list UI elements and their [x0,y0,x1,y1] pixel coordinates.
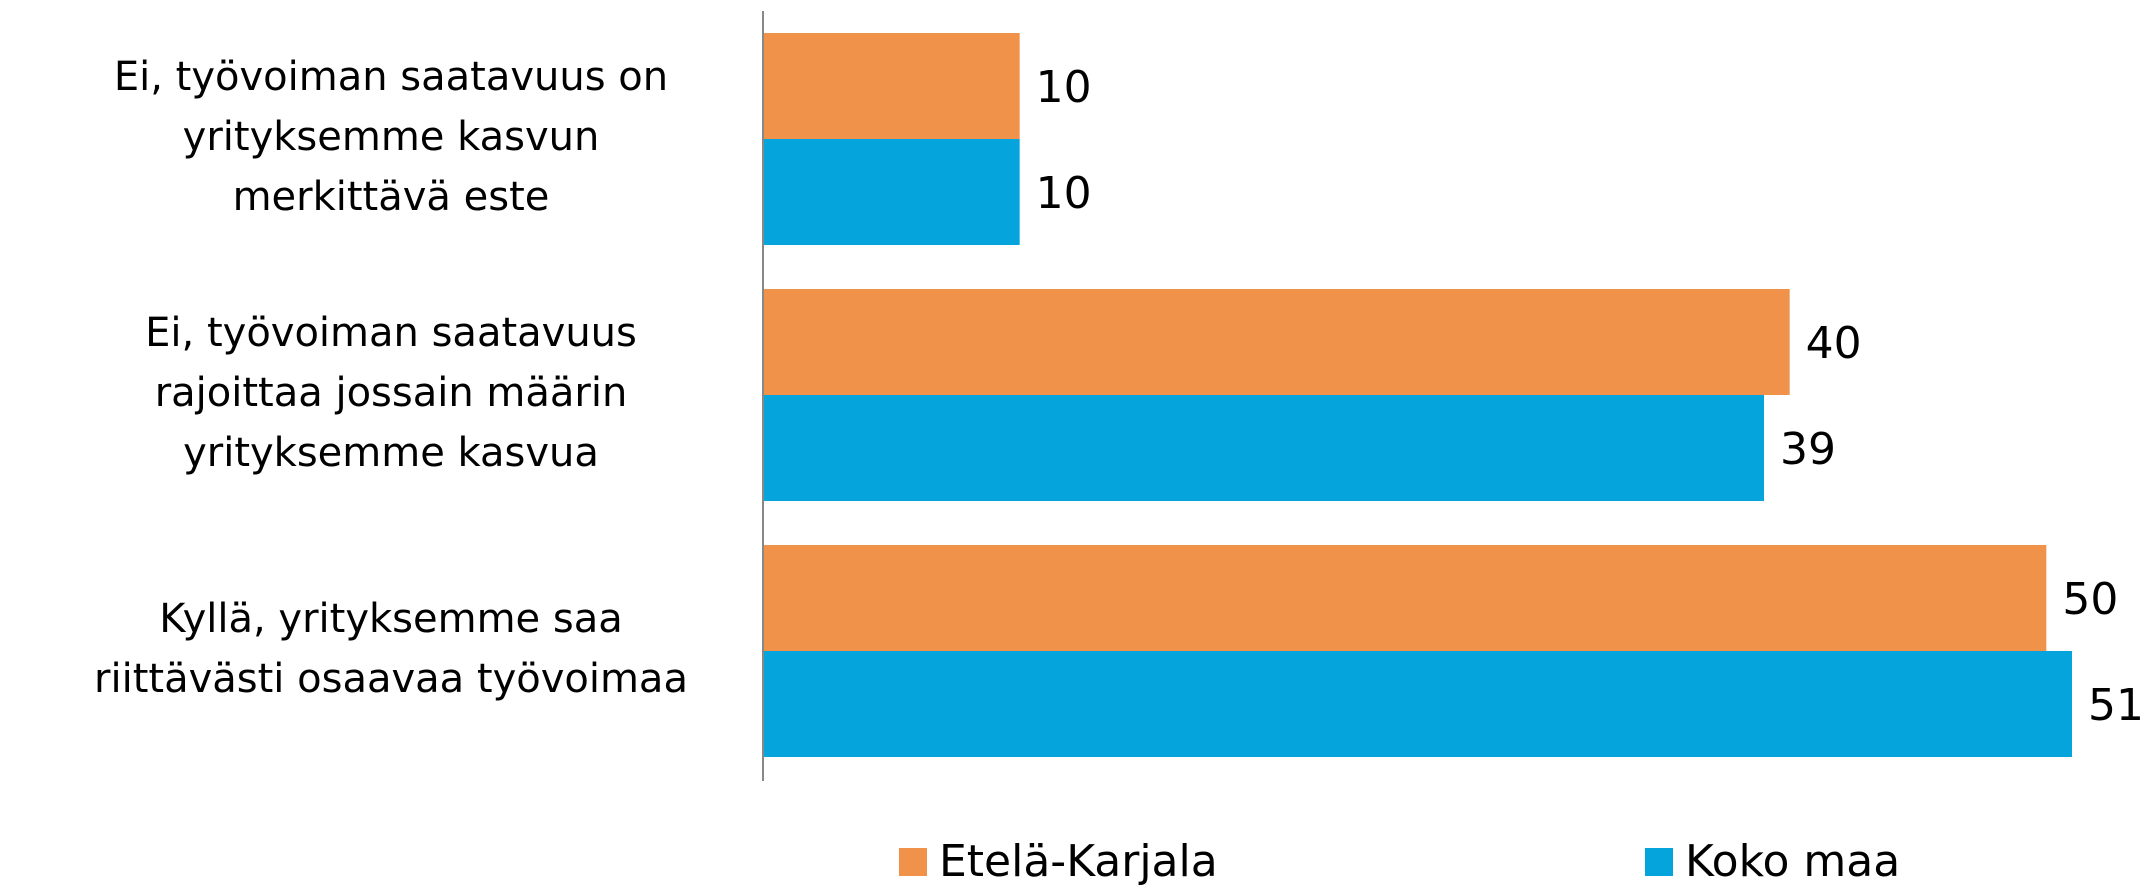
category-label-line: Ei, työvoiman saatavuus on [114,54,668,100]
value-label: 40 [1806,318,1862,369]
legend-label: Koko maa [1685,836,1900,887]
value-label: 10 [1036,62,1092,113]
value-label: 39 [1780,424,1836,475]
category-label-line: Ei, työvoiman saatavuus [145,310,637,356]
category-label-line: Kyllä, yrityksemme saa [159,596,622,642]
bar [763,395,1764,501]
category-label-line: riittävästi osaavaa työvoimaa [94,656,688,702]
category-label-line: yrityksemme kasvun [183,114,600,160]
bar [763,289,1790,395]
value-label: 10 [1036,168,1092,219]
category-label: Kyllä, yrityksemme saa riittävästi osaava… [94,596,688,702]
bar [763,33,1020,139]
bar [763,651,2072,757]
value-label: 51 [2088,680,2144,731]
category-label-line: rajoittaa jossain määrin [155,370,628,416]
category-label-line: merkittävä este [233,174,550,220]
category-label: Ei, työvoiman saatavuus rajoittaa jossain… [145,310,637,476]
category-label: Ei, työvoiman saatavuus on yrityksemme ka… [114,54,668,220]
bar [763,139,1020,245]
legend-label: Etelä-Karjala [939,836,1218,887]
category-label-line: yrityksemme kasvua [183,430,599,476]
bar [763,545,2047,651]
legend-swatch [899,848,927,876]
legend-swatch [1645,848,1673,876]
value-label: 50 [2062,574,2118,625]
